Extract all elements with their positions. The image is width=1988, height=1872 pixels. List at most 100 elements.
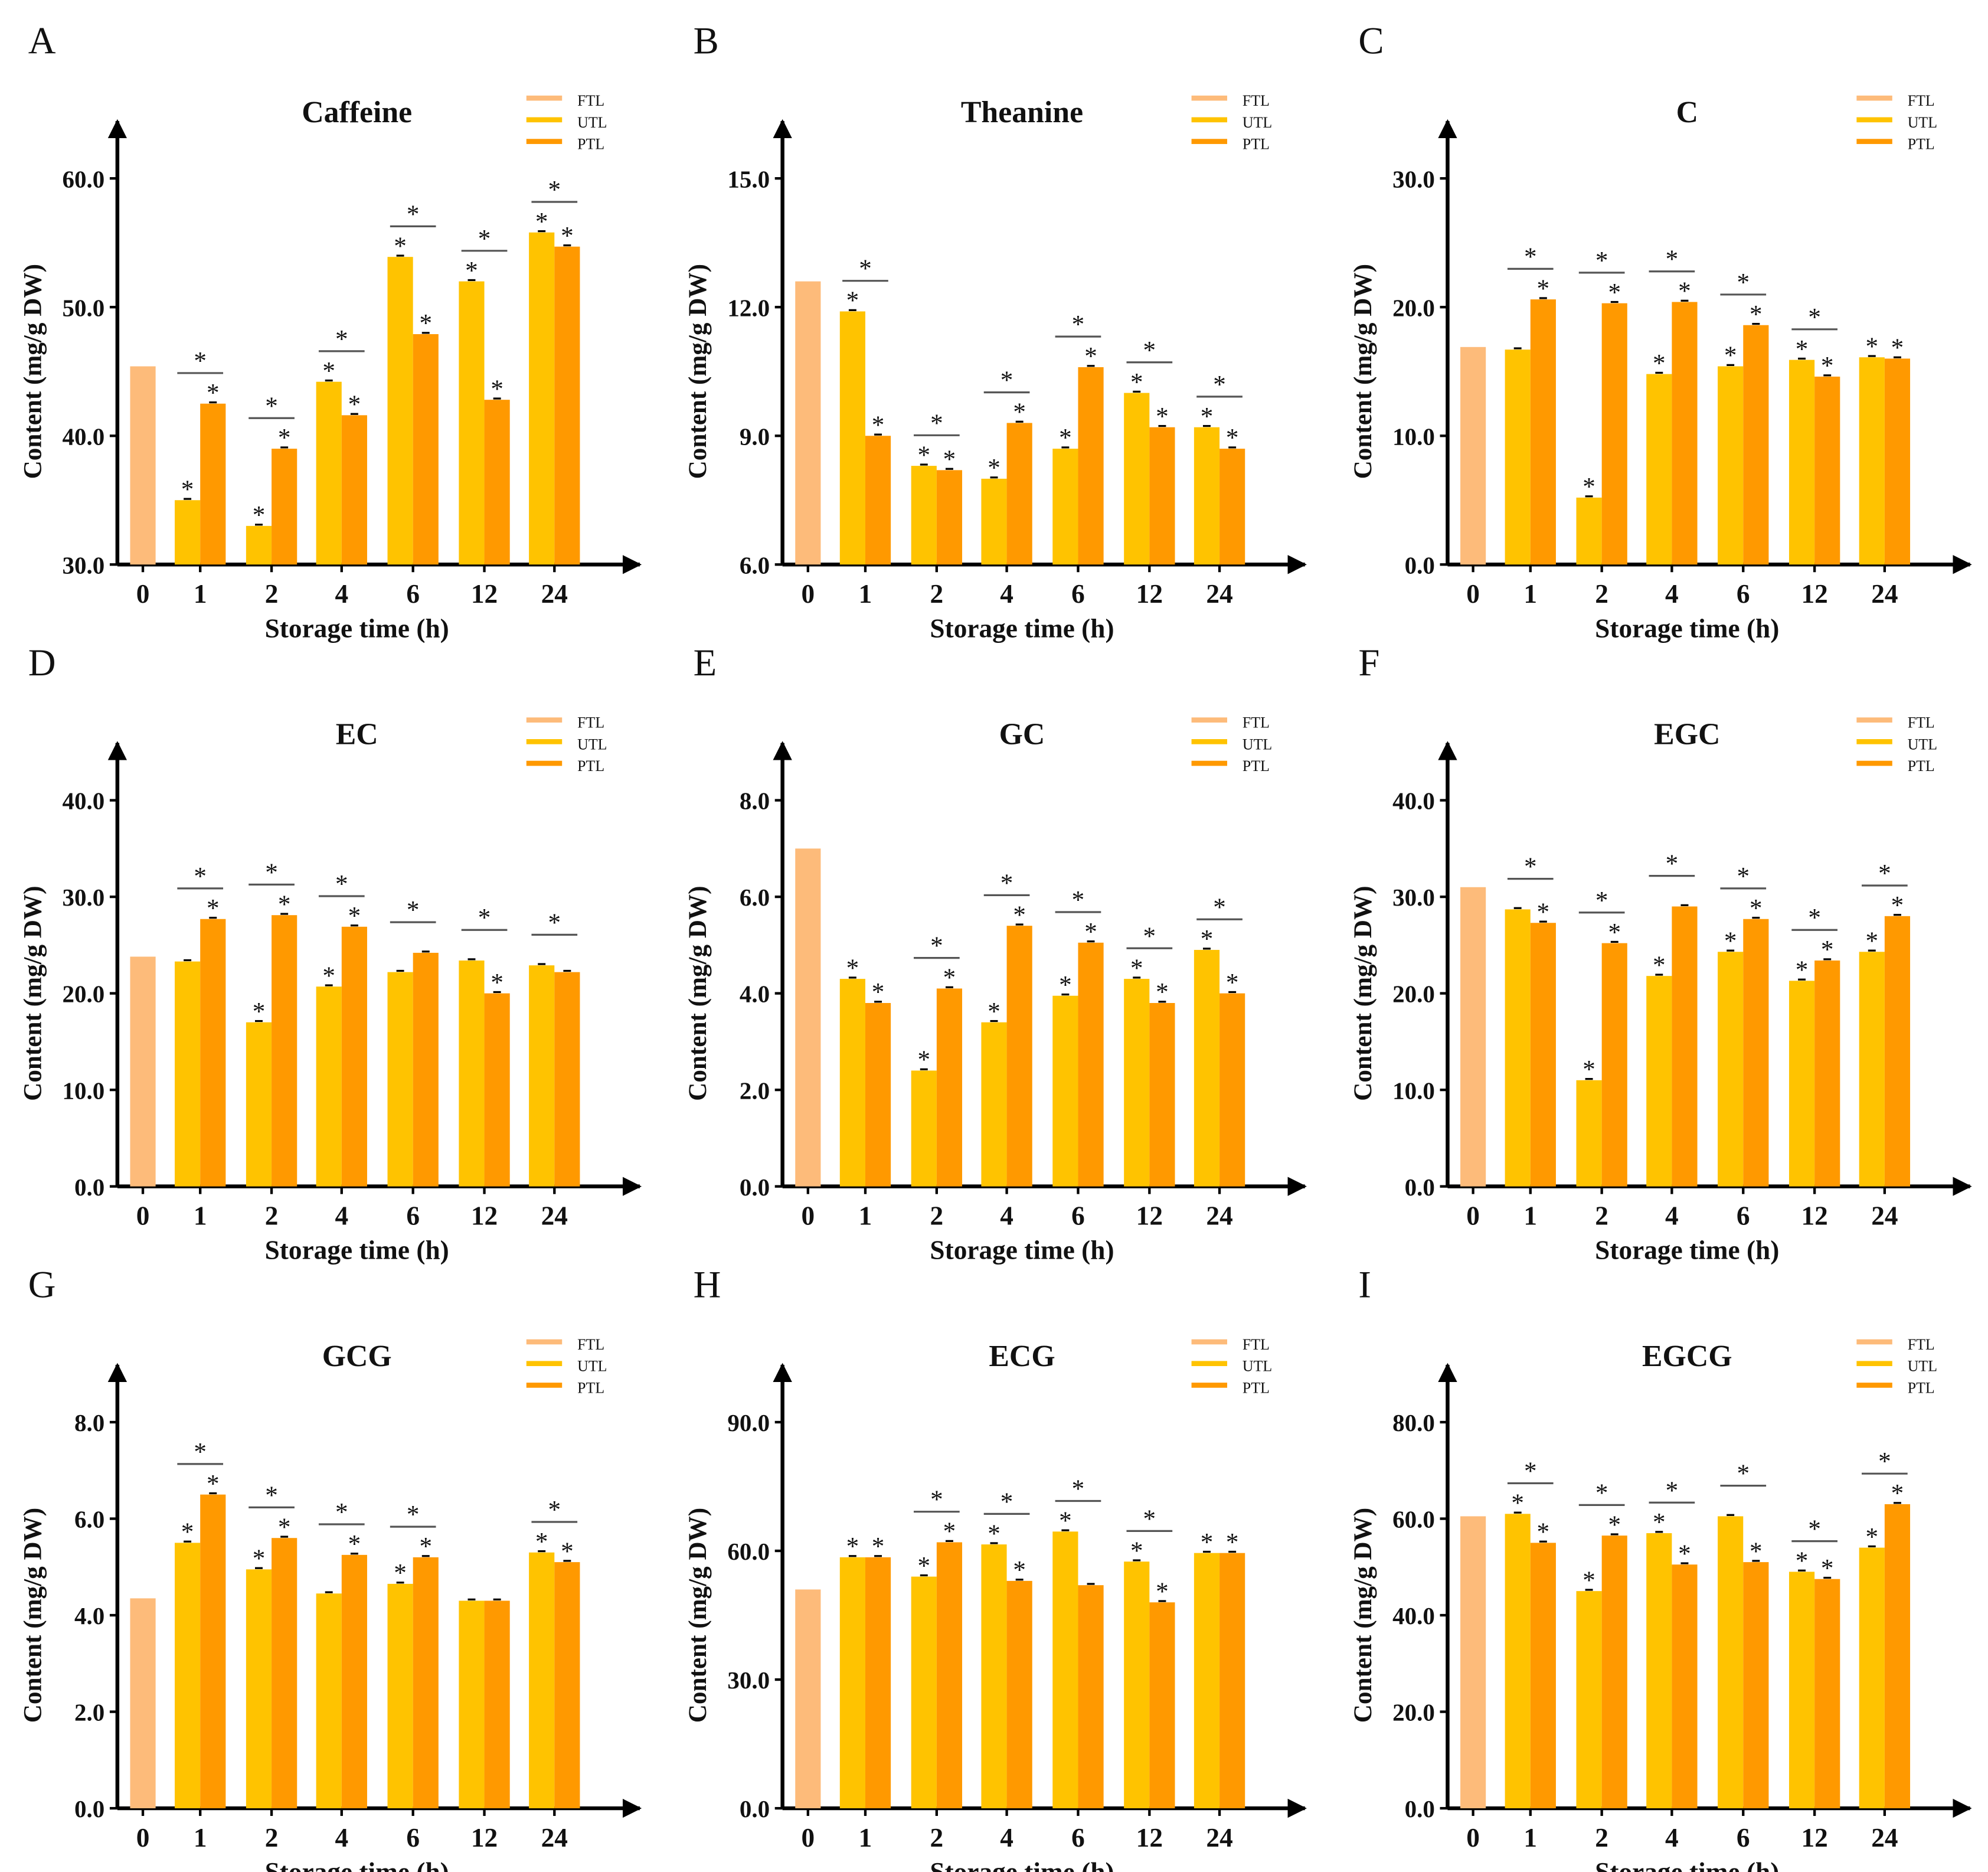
x-tick-label: 4 bbox=[1000, 1201, 1013, 1230]
x-tick-label: 6 bbox=[406, 1823, 420, 1853]
legend-swatch-utl bbox=[1191, 739, 1228, 744]
bar-ptl-4h bbox=[1006, 1580, 1032, 1809]
significance-star: * bbox=[419, 1533, 432, 1561]
x-tick-label: 24 bbox=[1206, 1201, 1232, 1230]
x-tick-label: 0 bbox=[1466, 1823, 1480, 1853]
bar-utl-24h bbox=[529, 232, 555, 565]
significance-star: * bbox=[1878, 860, 1891, 888]
bar-utl-24h bbox=[529, 965, 555, 1187]
panel-d: D EC FTL UTL PTL 0.0 10.0 20.0 30.0 40.0 Content (… bbox=[19, 642, 642, 1265]
y-tick-label: 90.0 bbox=[727, 1409, 770, 1436]
bar-ptl-12h bbox=[1149, 1602, 1175, 1809]
x-tick-label: 0 bbox=[136, 1823, 150, 1853]
bar-utl-24h bbox=[1194, 427, 1220, 565]
bar-utl-24h bbox=[529, 1552, 555, 1809]
bar-utl-4h bbox=[1646, 374, 1672, 565]
bar-ptl-24h bbox=[1884, 1504, 1911, 1809]
significance-star: * bbox=[1595, 887, 1608, 914]
bar-ptl-24h bbox=[554, 246, 580, 565]
y-tick-label: 2.0 bbox=[740, 1077, 770, 1104]
significance-star: * bbox=[1821, 936, 1834, 964]
y-tick-label: 30.0 bbox=[727, 1667, 770, 1694]
significance-star: * bbox=[1213, 894, 1226, 922]
bar-ptl-24h bbox=[1219, 449, 1245, 565]
legend-swatch-ftl bbox=[1856, 1339, 1892, 1345]
legend-swatch-ptl bbox=[526, 139, 563, 144]
x-axis-label: Storage time (h) bbox=[930, 1236, 1114, 1265]
significance-star: * bbox=[1608, 279, 1621, 306]
bar-ptl-4h bbox=[1672, 906, 1698, 1187]
x-tick-label: 6 bbox=[1737, 1201, 1750, 1230]
bar-utl-4h bbox=[316, 381, 342, 565]
y-tick-label: 60.0 bbox=[727, 1538, 770, 1565]
significance-star: * bbox=[407, 1501, 420, 1529]
legend-label-ptl: PTL bbox=[1242, 136, 1270, 153]
significance-star: * bbox=[194, 1438, 207, 1466]
significance-star: * bbox=[1750, 894, 1763, 922]
bar-utl-4h bbox=[1646, 976, 1672, 1187]
x-tick-label: 6 bbox=[1071, 579, 1085, 609]
legend-swatch-ftl bbox=[526, 1339, 563, 1345]
y-tick-label: 0.0 bbox=[1405, 1174, 1435, 1201]
x-axis-label: Storage time (h) bbox=[930, 1857, 1114, 1872]
bar-ptl-24h bbox=[554, 1562, 580, 1809]
bar-utl-12h bbox=[459, 281, 485, 565]
bar-ptl-4h bbox=[341, 1554, 367, 1809]
y-tick-label: 10.0 bbox=[1392, 423, 1435, 450]
panel-a: A Caffeine FTL UTL PTL 30.0 40.0 50.0 60.0 Conten… bbox=[19, 20, 642, 643]
bar-utl-1h bbox=[175, 500, 201, 565]
significance-star: * bbox=[1653, 952, 1666, 979]
legend-swatch-ftl bbox=[1191, 717, 1228, 723]
bar-ptl-2h bbox=[1601, 943, 1627, 1187]
bar-ptl-6h bbox=[1078, 1585, 1104, 1809]
x-tick-label: 0 bbox=[136, 1201, 150, 1230]
x-tick-label: 12 bbox=[471, 579, 498, 609]
x-tick-label: 24 bbox=[541, 1823, 568, 1853]
significance-star: * bbox=[1013, 1557, 1026, 1584]
y-tick-label: 4.0 bbox=[74, 1602, 104, 1629]
x-tick-label: 6 bbox=[1071, 1201, 1085, 1230]
significance-star: * bbox=[1059, 424, 1072, 452]
bar-utl-24h bbox=[1194, 950, 1220, 1187]
bar-ptl-2h bbox=[936, 988, 963, 1187]
legend-label-ptl: PTL bbox=[1242, 757, 1270, 775]
x-tick-label: 6 bbox=[1737, 579, 1750, 609]
bar-utl-2h bbox=[1576, 1591, 1602, 1809]
significance-star: * bbox=[1000, 1488, 1013, 1516]
chart-title: EGC bbox=[1654, 718, 1720, 752]
bar-ptl-6h bbox=[1078, 942, 1104, 1187]
bar-ptl-4h bbox=[1672, 302, 1698, 565]
bar-ptl-12h bbox=[484, 1600, 510, 1809]
x-tick-label: 6 bbox=[406, 1201, 420, 1230]
panel-e: E GC FTL UTL PTL 0.0 2.0 4.0 6.0 8.0 Content (mg/g… bbox=[684, 642, 1307, 1265]
bar-utl-2h bbox=[911, 1070, 937, 1187]
significance-star: * bbox=[1537, 899, 1550, 926]
x-tick-label: 24 bbox=[1871, 1823, 1898, 1853]
significance-star: * bbox=[548, 176, 561, 204]
y-tick-label: 4.0 bbox=[740, 981, 770, 1008]
significance-star: * bbox=[1595, 247, 1608, 275]
x-tick-label: 1 bbox=[1523, 1201, 1537, 1230]
x-axis-label: Storage time (h) bbox=[265, 1857, 449, 1872]
legend-label-utl: UTL bbox=[577, 736, 607, 753]
chart-title: EGCG bbox=[1642, 1340, 1732, 1373]
significance-star: * bbox=[1666, 1477, 1679, 1505]
significance-star: * bbox=[1201, 926, 1214, 953]
significance-star: * bbox=[548, 909, 561, 937]
bar-ptl-12h bbox=[1149, 427, 1175, 565]
significance-star: * bbox=[322, 357, 335, 385]
significance-star: * bbox=[1000, 870, 1013, 897]
bar-utl-2h bbox=[246, 1022, 272, 1187]
bar-utl-1h bbox=[1505, 1514, 1531, 1809]
significance-star: * bbox=[1666, 246, 1679, 273]
bar-ptl-1h bbox=[1530, 923, 1556, 1187]
x-tick-label: 2 bbox=[265, 579, 279, 609]
bar-ptl-12h bbox=[1814, 960, 1840, 1187]
bar-ptl-24h bbox=[1884, 358, 1911, 565]
x-tick-label: 1 bbox=[194, 1201, 207, 1230]
significance-star: * bbox=[1891, 334, 1904, 362]
x-tick-label: 0 bbox=[1466, 1201, 1480, 1230]
y-tick-label: 9.0 bbox=[740, 423, 770, 450]
significance-star: * bbox=[1201, 403, 1214, 430]
